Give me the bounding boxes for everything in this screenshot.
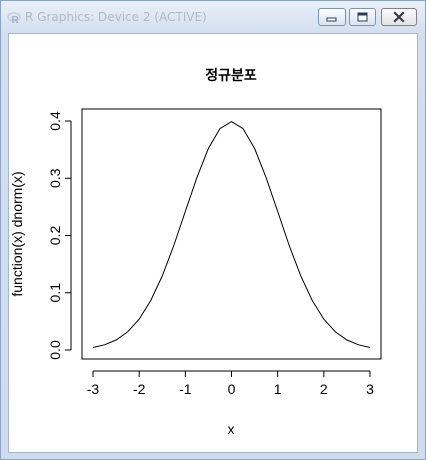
x-tick-label: 1 — [274, 381, 282, 397]
x-tick-label: 2 — [320, 381, 328, 397]
x-tick-label: 3 — [366, 381, 374, 397]
minimize-button[interactable] — [318, 8, 346, 26]
y-tick-label: 0.3 — [47, 168, 63, 188]
plot-area: 정규분포 -3 -2 -1 0 1 2 3 0.0 0.1 0.2 0.3 0.4 x functio… — [8, 33, 418, 453]
maximize-icon — [357, 12, 368, 22]
plot-frame — [81, 108, 382, 360]
window-title: R Graphics: Device 2 (ACTIVE) — [25, 10, 207, 24]
y-tick-label: 0.4 — [47, 111, 63, 131]
density-curve — [92, 121, 371, 348]
close-icon — [393, 11, 405, 23]
x-tick-label: -3 — [87, 381, 100, 397]
chart-title: 정규분포 — [205, 67, 257, 83]
title-bar[interactable]: R R Graphics: Device 2 (ACTIVE) — [1, 1, 425, 33]
r-logo-icon: R — [7, 12, 21, 25]
close-button[interactable] — [381, 8, 417, 26]
x-tick-label: 0 — [228, 381, 236, 397]
y-tick-label: 0.0 — [47, 340, 63, 360]
normal-distribution-plot: 정규분포 -3 -2 -1 0 1 2 3 0.0 0.1 0.2 0.3 0.4 x functio… — [9, 67, 382, 437]
minimize-icon — [326, 17, 337, 22]
svg-text:R: R — [12, 15, 20, 25]
x-tick-label: -2 — [133, 381, 146, 397]
y-tick-label: 0.1 — [47, 283, 63, 303]
x-axis-label: x — [228, 421, 235, 437]
y-axis-label: function(x) dnorm(x) — [9, 171, 25, 296]
y-tick-label: 0.2 — [47, 226, 63, 246]
maximize-button[interactable] — [349, 8, 376, 26]
x-tick-label: -1 — [179, 381, 192, 397]
